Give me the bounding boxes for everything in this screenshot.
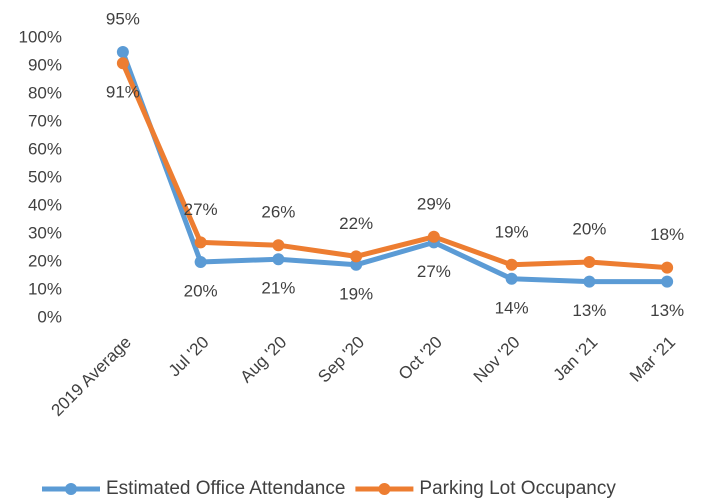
x-tick-label: Aug '20 [237,333,291,387]
series-line [120,62,668,271]
point [427,230,440,243]
data-label: 19% [495,222,529,241]
x-tick-label: 2019 Average [47,333,134,420]
point [583,275,596,288]
data-label: 13% [572,301,606,320]
data-label: 95% [106,9,140,28]
point [350,250,363,263]
x-tick-label: Sep '20 [314,333,368,387]
y-tick-label: 70% [28,111,62,130]
data-label: 14% [495,298,529,317]
data-label: 27% [417,262,451,281]
point [583,256,596,268]
x-tick-label: Jul '20 [165,333,213,381]
series-line [120,51,668,285]
y-tick-label: 90% [28,55,62,74]
y-tick-label: 40% [28,195,62,214]
point [116,57,129,70]
data-label: 29% [417,194,451,213]
y-tick-label: 60% [28,139,62,158]
point [505,272,518,285]
data-label: 27% [184,200,218,219]
x-tick-label: Mar '21 [626,333,679,386]
y-tick-label: 80% [28,83,62,102]
legend-label: Parking Lot Occupancy [419,478,616,499]
data-label: 26% [261,203,295,222]
x-tick-label: Nov '20 [470,333,524,387]
point [272,239,285,252]
data-label: 91% [106,83,140,102]
y-tick-label: 20% [28,251,62,270]
data-label: 22% [339,214,373,233]
data-label: 21% [261,279,295,298]
point [272,253,285,266]
data-label: 18% [650,225,684,244]
point [505,258,518,271]
legend-marker [378,483,391,495]
x-tick-label: Jan '21 [550,333,602,385]
legend-label: Estimated Office Attendance [106,478,345,499]
data-label: 20% [572,219,606,238]
point [116,46,129,58]
data-label: 13% [650,301,684,320]
point [194,236,207,249]
point [661,275,674,288]
y-tick-label: 50% [28,167,62,186]
y-tick-label: 30% [28,223,62,242]
y-tick-label: 0% [37,307,62,326]
y-tick-label: 10% [28,279,62,298]
point [194,256,207,268]
data-label: 19% [339,284,373,303]
point [350,258,363,271]
legend-marker [65,483,77,495]
point [661,261,674,274]
y-tick-label: 100% [19,27,62,46]
x-tick-label: Oct '20 [395,333,446,384]
data-label: 20% [184,281,218,300]
